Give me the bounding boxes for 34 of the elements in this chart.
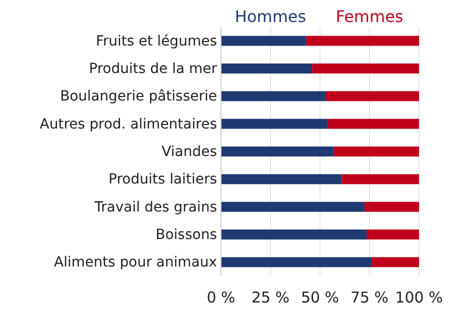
x-tick-label: 50 % xyxy=(300,288,340,307)
bar xyxy=(312,64,419,74)
bar xyxy=(221,91,326,102)
bar xyxy=(334,146,419,156)
bar xyxy=(221,257,372,268)
y-tick-label: Fruits et légumes xyxy=(96,33,217,50)
bar xyxy=(221,146,334,156)
bar xyxy=(328,118,419,129)
bar xyxy=(221,174,342,184)
bar xyxy=(221,230,367,240)
x-tick-label: 75 % xyxy=(350,288,389,307)
bar xyxy=(342,174,419,184)
bar xyxy=(366,230,419,240)
y-tick-label: Boulangerie pâtisserie xyxy=(60,88,217,105)
x-tick-label: 100 % xyxy=(395,288,443,307)
bar xyxy=(221,64,312,74)
y-tick-label: Travail des grains xyxy=(94,199,217,216)
y-tick-label: Autres prod. alimentaires xyxy=(40,116,217,132)
bar xyxy=(326,91,419,102)
bar xyxy=(306,36,419,46)
bar xyxy=(221,118,328,129)
y-tick-label: Boissons xyxy=(156,226,217,243)
y-tick-label: Produits laitiers xyxy=(108,172,217,188)
bar xyxy=(371,257,419,268)
series-label: Hommes xyxy=(234,7,306,26)
series-label: Femmes xyxy=(336,7,404,26)
y-tick-label: Produits de la mer xyxy=(89,60,218,77)
x-tick-label: 25 % xyxy=(251,288,290,307)
x-tick-label: 0 % xyxy=(206,288,236,307)
y-tick-label: Aliments pour animaux xyxy=(54,254,217,271)
bar xyxy=(221,202,365,212)
bar xyxy=(221,36,306,46)
bar xyxy=(364,202,419,212)
y-tick-label: Viandes xyxy=(162,144,217,160)
